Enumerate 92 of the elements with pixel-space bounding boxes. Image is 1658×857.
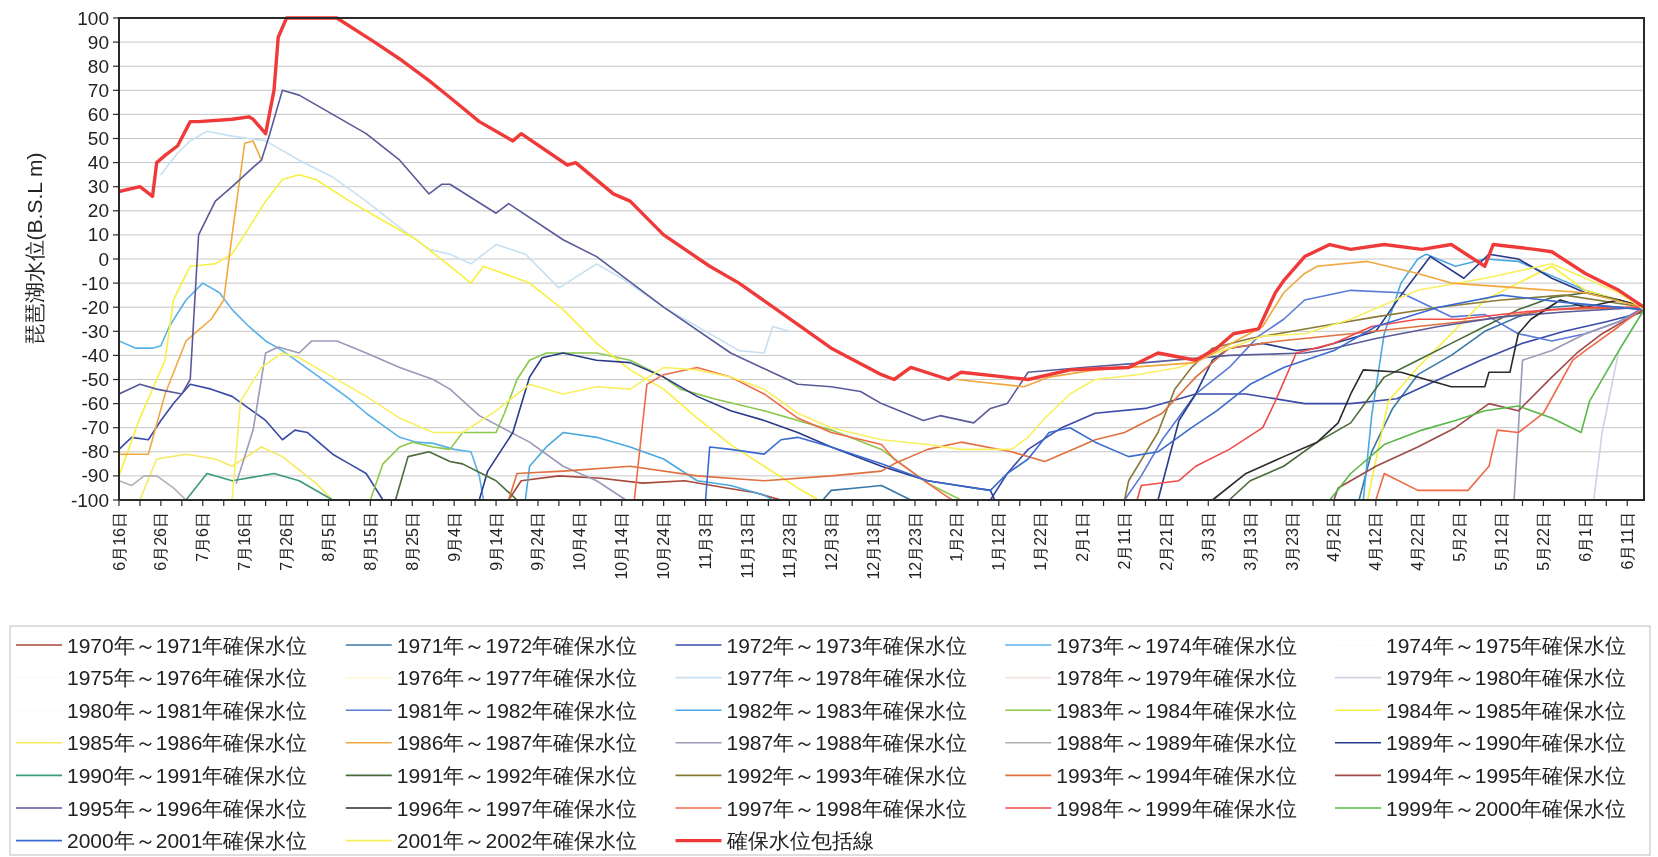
- legend-label: 1991年～1992年確保水位: [396, 763, 638, 787]
- legend-label: 1999年～2000年確保水位: [1386, 796, 1627, 820]
- legend-label: 1973年～1974年確保水位: [1056, 633, 1297, 657]
- legend-label: 1974年～1975年確保水位: [1386, 633, 1627, 657]
- y-tick-label: 80: [87, 55, 109, 77]
- x-tick-label: 4月22日: [1409, 512, 1427, 571]
- x-tick-label: 10月14日: [613, 512, 631, 580]
- legend-label: 1987年～1988年確保水位: [726, 731, 967, 755]
- y-tick-label: 40: [87, 152, 109, 174]
- legend-label: 1982年～1983年確保水位: [726, 698, 967, 722]
- legend-label: 1981年～1982年確保水位: [396, 698, 638, 722]
- x-tick-label: 9月4日: [445, 512, 463, 562]
- y-tick-label: -90: [81, 465, 109, 487]
- x-tick-label: 4月12日: [1367, 512, 1385, 571]
- y-tick-label: 50: [87, 128, 109, 149]
- y-tick-label: 30: [87, 176, 109, 198]
- x-tick-label: 9月24日: [529, 512, 547, 571]
- y-tick-label: -40: [81, 344, 109, 366]
- legend-label: 1998年～1999年確保水位: [1056, 796, 1297, 820]
- x-tick-label: 6月1日: [1576, 512, 1594, 562]
- y-tick-label: -30: [81, 320, 109, 342]
- x-tick-label: 12月13日: [864, 512, 882, 580]
- legend-label: 1990年～1991年確保水位: [67, 763, 308, 787]
- x-tick-label: 1月22日: [1032, 512, 1050, 571]
- x-tick-label: 2月11日: [1115, 512, 1133, 570]
- y-tick-label: -20: [81, 296, 109, 318]
- legend-label: 1994年～1995年確保水位: [1386, 763, 1627, 787]
- x-tick-label: 2月1日: [1074, 512, 1092, 562]
- legend-label: 1970年～1971年確保水位: [67, 633, 308, 657]
- y-tick-label: -50: [81, 369, 109, 390]
- y-tick-label: 0: [98, 248, 109, 270]
- x-tick-label: 10月4日: [571, 512, 589, 571]
- y-tick-label: 90: [87, 31, 109, 53]
- y-tick-label: -80: [81, 441, 109, 463]
- x-tick-label: 9月14日: [487, 512, 505, 571]
- y-tick-label: 70: [87, 79, 109, 101]
- legend-label: 2001年～2002年確保水位: [396, 829, 638, 853]
- legend-label: 1972年～1973年確保水位: [726, 633, 967, 657]
- x-tick-label: 7月16日: [236, 512, 254, 571]
- legend-label: 1995年～1996年確保水位: [67, 796, 308, 820]
- x-tick-label: 11月13日: [738, 512, 756, 579]
- legend-label: 1993年～1994年確保水位: [1056, 763, 1297, 787]
- x-tick-label: 3月23日: [1283, 512, 1301, 571]
- x-tick-label: 5月12日: [1493, 512, 1511, 571]
- legend-label: 1988年～1989年確保水位: [1056, 731, 1297, 755]
- legend-label: 1992年～1993年確保水位: [726, 763, 967, 787]
- legend-label: 確保水位包括線: [725, 829, 874, 853]
- x-tick-label: 1月12日: [990, 512, 1008, 571]
- x-tick-label: 1月2日: [948, 512, 966, 562]
- x-tick-label: 11月3日: [697, 512, 715, 570]
- x-tick-label: 5月22日: [1534, 512, 1552, 571]
- y-tick-label: 100: [77, 7, 109, 29]
- legend-label: 1997年～1998年確保水位: [726, 796, 967, 820]
- y-tick-label: -100: [70, 489, 109, 511]
- x-tick-label: 5月2日: [1451, 512, 1469, 562]
- x-tick-label: 6月26日: [152, 512, 170, 571]
- x-tick-label: 6月16日: [110, 512, 128, 571]
- legend-label: 1978年～1979年確保水位: [1056, 666, 1297, 690]
- x-tick-label: 8月15日: [361, 512, 379, 571]
- x-tick-label: 11月23日: [780, 512, 798, 579]
- y-tick-label: -10: [81, 272, 109, 294]
- y-tick-label: 20: [87, 200, 109, 222]
- legend-label: 2000年～2001年確保水位: [67, 829, 308, 853]
- x-tick-label: 6月11日: [1618, 512, 1636, 570]
- legend-label: 1976年～1977年確保水位: [396, 666, 638, 690]
- x-tick-label: 4月2日: [1325, 512, 1343, 562]
- x-tick-label: 2月21日: [1157, 512, 1175, 571]
- y-tick-label: 60: [87, 103, 109, 125]
- x-tick-label: 3月3日: [1199, 512, 1217, 562]
- legend-label: 1984年～1985年確保水位: [1386, 698, 1627, 722]
- legend-label: 1975年～1976年確保水位: [67, 666, 308, 690]
- legend-label: 1983年～1984年確保水位: [1056, 698, 1297, 722]
- x-tick-label: 12月3日: [822, 512, 840, 571]
- x-tick-label: 7月26日: [278, 512, 296, 571]
- x-tick-label: 3月13日: [1241, 512, 1259, 571]
- legend-label: 1980年～1981年確保水位: [67, 698, 308, 722]
- legend-label: 1971年～1972年確保水位: [396, 633, 638, 657]
- legend-label: 1977年～1978年確保水位: [726, 666, 967, 690]
- legend-label: 1996年～1997年確保水位: [396, 796, 638, 820]
- legend-label: 1985年～1986年確保水位: [67, 731, 308, 755]
- x-tick-label: 12月23日: [906, 512, 924, 580]
- x-tick-label: 8月25日: [403, 512, 421, 571]
- y-tick-label: -60: [81, 393, 109, 415]
- y-axis-title: 琵琶湖水位(B.S.L m): [22, 152, 46, 346]
- y-tick-label: -70: [81, 417, 109, 439]
- x-tick-label: 8月5日: [319, 512, 337, 562]
- legend-label: 1979年～1980年確保水位: [1386, 666, 1627, 690]
- legend-label: 1989年～1990年確保水位: [1386, 731, 1627, 755]
- y-tick-label: 10: [87, 224, 109, 246]
- x-tick-label: 7月6日: [194, 512, 212, 562]
- legend-label: 1986年～1987年確保水位: [396, 731, 638, 755]
- x-tick-label: 10月24日: [655, 512, 673, 580]
